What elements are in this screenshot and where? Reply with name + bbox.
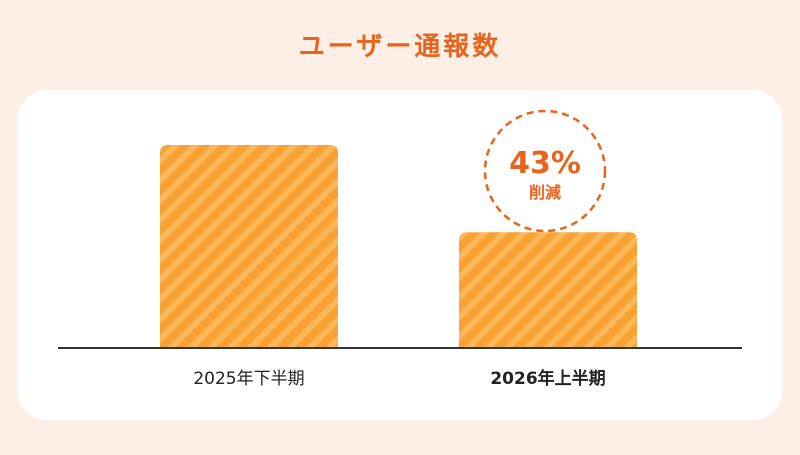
bar <box>459 232 637 348</box>
x-tick-label: 2026年上半期 <box>490 368 605 389</box>
bar <box>160 145 338 348</box>
reduction-badge <box>483 109 607 233</box>
chart-title: ユーザー通報数 <box>298 32 502 62</box>
reduction-label: 削減 <box>529 183 561 202</box>
reduction-value: 43% <box>509 146 581 181</box>
x-tick-label: 2025年下半期 <box>193 369 304 389</box>
chart-card <box>18 90 782 420</box>
